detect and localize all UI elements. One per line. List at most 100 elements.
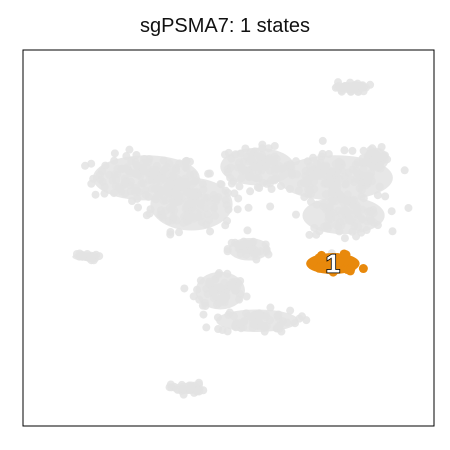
background-point (116, 185, 124, 193)
background-point (78, 251, 86, 259)
background-point (235, 296, 243, 304)
background-point (184, 180, 192, 188)
background-point (246, 187, 254, 195)
background-point (383, 155, 391, 163)
background-point (376, 183, 384, 191)
background-point (243, 292, 251, 300)
background-point (256, 153, 264, 161)
background-point (237, 250, 245, 258)
background-point (306, 187, 314, 195)
background-point (236, 277, 244, 285)
background-point (225, 206, 233, 214)
background-point (235, 182, 243, 190)
background-point (236, 319, 244, 327)
background-point (86, 254, 94, 262)
background-point (121, 178, 129, 186)
background-point (401, 166, 409, 174)
background-point (186, 170, 194, 178)
background-point (163, 163, 171, 171)
background-point (157, 206, 165, 214)
background-point (89, 175, 97, 183)
background-point (354, 80, 362, 88)
background-point (224, 247, 232, 255)
background-point (234, 205, 242, 213)
background-point (228, 278, 236, 286)
background-point (189, 188, 197, 196)
background-point (122, 152, 130, 160)
background-point (352, 232, 360, 240)
background-point (332, 214, 340, 222)
background-point (251, 250, 259, 258)
background-point (295, 315, 303, 323)
background-point (353, 174, 361, 182)
background-point (111, 149, 119, 157)
cluster-label-1: 1 (326, 249, 340, 279)
background-point (81, 162, 89, 170)
background-point (223, 270, 231, 278)
background-point (332, 197, 340, 205)
background-point (245, 173, 253, 181)
background-point (217, 180, 225, 188)
background-point (175, 228, 183, 236)
background-point (234, 194, 242, 202)
background-point (275, 162, 283, 170)
background-point (255, 184, 263, 192)
background-point (246, 149, 254, 157)
background-point (263, 245, 271, 253)
background-point (274, 311, 282, 319)
background-point (319, 202, 327, 210)
background-point (92, 191, 100, 199)
background-point (134, 203, 142, 211)
highlight-point (314, 253, 323, 262)
background-point (202, 323, 210, 331)
background-point (224, 189, 232, 197)
background-point (335, 158, 343, 166)
background-point (100, 190, 108, 198)
background-point (321, 166, 329, 174)
highlight-point (315, 264, 324, 273)
background-point (101, 162, 109, 170)
background-point (201, 302, 209, 310)
background-point (160, 197, 168, 205)
background-point (340, 146, 348, 154)
background-point (219, 297, 227, 305)
background-point (210, 191, 218, 199)
background-point (193, 388, 201, 396)
background-point (268, 185, 276, 193)
background-point (370, 156, 378, 164)
background-point (358, 215, 366, 223)
background-point (262, 163, 270, 171)
background-point (179, 219, 187, 227)
background-point (146, 205, 154, 213)
background-point (341, 234, 349, 242)
background-point (249, 238, 257, 246)
background-point (305, 231, 313, 239)
background-point (239, 241, 247, 249)
background-point (374, 191, 382, 199)
background-point (267, 176, 275, 184)
background-point (191, 177, 199, 185)
background-point (245, 204, 253, 212)
background-point (128, 197, 136, 205)
background-point (173, 185, 181, 193)
background-point (224, 327, 232, 335)
background-point (221, 221, 229, 229)
background-point (199, 311, 207, 319)
background-point (255, 309, 263, 317)
background-point (206, 227, 214, 235)
background-point (370, 209, 378, 217)
background-point (322, 190, 330, 198)
background-point (212, 293, 220, 301)
background-point (287, 161, 295, 169)
background-point (167, 381, 175, 389)
background-point (145, 158, 153, 166)
highlight-point (346, 266, 355, 275)
background-point (96, 171, 104, 179)
background-point (258, 144, 266, 152)
background-point (378, 143, 386, 151)
background-point (334, 82, 342, 90)
background-point (404, 204, 412, 212)
background-point (313, 160, 321, 168)
background-point (101, 183, 109, 191)
